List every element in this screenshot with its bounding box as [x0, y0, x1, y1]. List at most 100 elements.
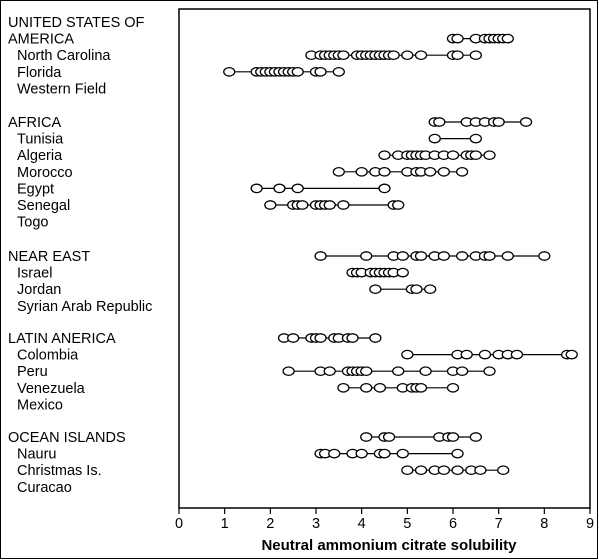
data-point — [510, 349, 524, 360]
data-point — [501, 33, 514, 44]
data-point — [264, 200, 277, 210]
data-point — [460, 349, 473, 360]
data-point — [360, 251, 373, 261]
data-point — [414, 50, 428, 61]
x-tick-label: 2 — [266, 516, 274, 532]
data-point — [314, 66, 327, 77]
data-point — [332, 166, 345, 177]
data-point — [396, 251, 409, 261]
data-point — [314, 251, 327, 261]
data-point — [396, 448, 409, 459]
data-point — [401, 465, 414, 476]
data-point — [378, 166, 391, 177]
row-label: Venezuela — [17, 381, 86, 397]
group-label: OCEAN ISLANDS — [8, 430, 126, 446]
plot-marks — [223, 33, 578, 476]
row-label: Tunisia — [17, 132, 64, 148]
data-point — [437, 465, 451, 476]
data-point — [382, 432, 396, 442]
data-point — [378, 448, 391, 459]
data-point — [446, 150, 460, 161]
data-point — [433, 117, 446, 127]
data-point — [414, 382, 428, 393]
data-point — [492, 117, 505, 127]
data-point — [469, 50, 482, 61]
data-point — [419, 366, 432, 377]
data-point — [428, 133, 441, 144]
data-point — [519, 117, 533, 127]
data-point — [451, 33, 464, 44]
data-point — [483, 150, 496, 161]
data-point — [469, 133, 482, 144]
x-tick-label: 3 — [312, 516, 320, 532]
plot-area — [178, 8, 591, 509]
data-point — [223, 66, 236, 77]
x-tick-label: 1 — [221, 516, 229, 532]
row-label: Algeria — [17, 148, 63, 164]
data-point — [296, 200, 309, 210]
data-point — [328, 448, 341, 459]
data-point — [287, 333, 300, 343]
data-point — [378, 183, 391, 194]
data-point — [437, 251, 451, 261]
data-point — [360, 432, 373, 442]
row-label: Senegal — [17, 198, 70, 214]
x-axis-label: Neutral ammonium citrate solubility — [261, 537, 517, 554]
data-point — [455, 366, 469, 377]
data-point — [355, 448, 368, 459]
data-point — [360, 366, 373, 377]
x-tick-label: 6 — [449, 516, 457, 532]
x-tick-label: 0 — [175, 516, 183, 532]
data-point — [410, 284, 423, 295]
data-point — [446, 432, 460, 442]
row-label: Morocco — [17, 165, 73, 181]
row-label: Egypt — [17, 181, 54, 197]
data-point — [414, 251, 428, 261]
data-point — [323, 200, 336, 210]
data-point — [282, 366, 295, 377]
row-label: Jordan — [17, 282, 61, 298]
data-point — [369, 284, 382, 295]
data-point — [346, 333, 359, 343]
data-point — [355, 166, 368, 177]
data-point — [373, 382, 387, 393]
row-label: Mexico — [17, 397, 63, 413]
row-label: Florida — [17, 65, 62, 81]
data-point — [497, 465, 510, 476]
data-point — [291, 183, 304, 194]
group-label: NEAR EAST — [8, 249, 90, 265]
data-point — [392, 366, 405, 377]
data-point — [392, 200, 405, 210]
data-point — [478, 349, 492, 360]
data-point — [396, 267, 409, 278]
data-point — [451, 465, 464, 476]
data-point — [337, 200, 350, 210]
data-point — [314, 333, 327, 343]
data-point — [455, 251, 469, 261]
data-point — [455, 166, 469, 177]
data-point — [401, 349, 414, 360]
data-point — [446, 382, 460, 393]
row-label: Western Field — [17, 81, 106, 97]
data-point — [332, 66, 345, 77]
data-point — [424, 284, 437, 295]
row-label: Israel — [17, 266, 52, 282]
data-point — [474, 465, 487, 476]
data-point — [483, 251, 496, 261]
data-point — [451, 50, 464, 61]
group-label: UNITED STATES OF — [8, 15, 145, 31]
data-point — [565, 349, 578, 360]
data-point — [401, 50, 414, 61]
row-label: Curacao — [17, 480, 72, 496]
data-point — [369, 333, 382, 343]
row-label: Colombia — [17, 348, 79, 364]
data-point — [424, 166, 437, 177]
data-point — [501, 251, 514, 261]
x-tick-label: 5 — [403, 516, 411, 532]
data-point — [483, 366, 496, 377]
data-point — [469, 150, 482, 161]
x-tick-label: 7 — [495, 516, 503, 532]
